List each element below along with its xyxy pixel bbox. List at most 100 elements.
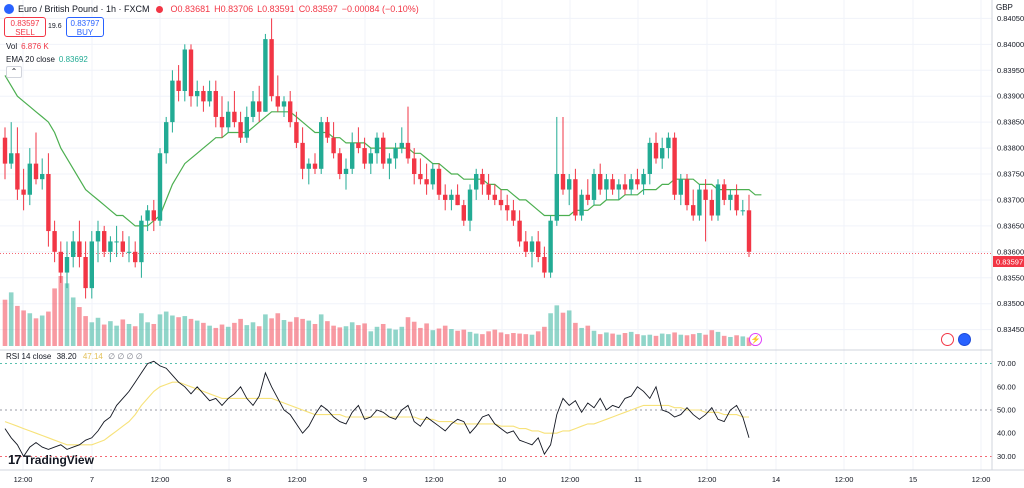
volume-legend[interactable]: Vol 6.876 K (6, 42, 49, 51)
volume-bar (27, 313, 33, 346)
volume-bar (641, 335, 646, 346)
volume-bar (368, 331, 374, 346)
volume-bar (610, 333, 615, 346)
candle-body (33, 163, 39, 180)
volume-bar (15, 305, 20, 346)
volume-bar (523, 334, 529, 346)
time-tick-label: 12:00 (14, 475, 33, 484)
price-tick-label: 0.84000 (997, 40, 1024, 49)
candle-body (480, 174, 485, 185)
candle-body (294, 122, 299, 143)
time-axis[interactable]: 12:00 7 12:00 8 12:00 9 12:00 10 12:00 11 12:00 14 1… (14, 475, 991, 484)
candle-body (412, 158, 417, 174)
currency-circle-icon (4, 4, 14, 14)
candle-body (629, 179, 634, 190)
volume-bar (263, 314, 268, 346)
candle-body (151, 210, 156, 221)
rsi-label: RSI 14 close (6, 352, 52, 361)
volume-bar (52, 288, 57, 346)
candle-body (641, 174, 646, 185)
volume-bar (157, 314, 163, 346)
sell-button[interactable]: 0.83597 SELL (4, 17, 46, 37)
volume-bar (511, 333, 516, 346)
tradingview-logo[interactable]: 17 TradingView (8, 452, 94, 467)
volume-bar (120, 319, 126, 346)
candle-body (660, 148, 665, 159)
candles-layer (2, 18, 752, 299)
volume-bar (300, 318, 305, 346)
rsi-line (4, 360, 750, 458)
chevron-up-icon[interactable]: ⌃ (6, 66, 22, 78)
candle-body (368, 153, 373, 164)
volume-bar (132, 326, 138, 346)
last-price-tag: 0.83597 (993, 256, 1024, 267)
flag-icon[interactable] (941, 333, 954, 346)
symbol-title[interactable]: Euro / British Pound · 1h · FXCM (18, 4, 150, 14)
candle-body (666, 137, 671, 149)
volume-bar (374, 326, 380, 346)
volume-bar (151, 323, 157, 346)
candle-body (505, 205, 510, 211)
candle-body (343, 168, 349, 174)
volume-bar (238, 318, 243, 346)
buy-price: 0.83797 (70, 19, 100, 28)
lightning-icon[interactable]: ⚡ (749, 333, 762, 346)
time-tick-label: 12:00 (698, 475, 717, 484)
logo-text: TradingView (23, 452, 94, 467)
buy-button[interactable]: 0.83797 BUY (66, 17, 104, 37)
candle-body (709, 199, 714, 216)
candle-body (275, 96, 280, 107)
price-tick-label: 0.83700 (997, 195, 1024, 204)
rsi-legend[interactable]: RSI 14 close 38.20 47.14 ∅ ∅ ∅ ∅ (6, 352, 143, 361)
volume-bar (554, 305, 560, 346)
volume-bar (721, 335, 727, 346)
price-axis[interactable]: 0.84050 0.84000 0.83950 0.83900 0.83850 0.838… (997, 14, 1024, 334)
volume-bar (287, 321, 293, 346)
candle-body (219, 116, 225, 128)
volume-bar (232, 322, 237, 346)
symbol-legend[interactable]: Euro / British Pound · 1h · FXCM O0.8368… (4, 2, 419, 16)
candle-body (250, 101, 256, 117)
candle-body (467, 189, 473, 221)
ema-legend[interactable]: EMA 20 close 0.83692 (6, 55, 88, 64)
volume-bar (281, 320, 287, 346)
volume-bar (480, 334, 485, 346)
volume-bar (566, 310, 572, 346)
volume-bar (684, 335, 690, 346)
volume-bar (126, 323, 132, 346)
candle-body (164, 122, 169, 154)
candle-body (120, 241, 125, 252)
candle-body (715, 184, 721, 216)
volume-bar (715, 331, 721, 346)
candle-body (746, 210, 752, 252)
volume-bar (201, 322, 206, 346)
price-tick-label: 0.83600 (997, 247, 1024, 256)
globe-icon[interactable] (958, 333, 971, 346)
candle-body (449, 194, 454, 200)
price-tick-label: 0.84050 (997, 14, 1024, 23)
volume-bar (635, 334, 640, 346)
volume-bar (498, 332, 504, 346)
volume-bar (225, 326, 231, 346)
candle-body (64, 257, 70, 273)
volume-bar (108, 321, 113, 346)
candle-body (529, 241, 535, 252)
volume-bar (77, 307, 82, 346)
currency-label[interactable]: GBP (996, 3, 1013, 12)
volume-bar (145, 322, 150, 346)
price-tick-label: 0.83500 (997, 299, 1024, 308)
candle-body (548, 220, 553, 273)
volume-bar (436, 328, 442, 346)
candle-body (517, 220, 522, 242)
price-tick-label: 0.83550 (997, 273, 1024, 282)
volume-bar (194, 320, 200, 346)
volume-bar (461, 329, 467, 346)
candle-body (405, 142, 411, 159)
candle-body (331, 137, 336, 154)
time-tick-label: 12:00 (561, 475, 580, 484)
candle-body (2, 137, 8, 164)
rsi-axis[interactable]: 70.00 60.00 50.00 40.00 30.00 (997, 359, 1016, 461)
volume-bar (83, 316, 88, 346)
volume-bar (486, 331, 491, 346)
